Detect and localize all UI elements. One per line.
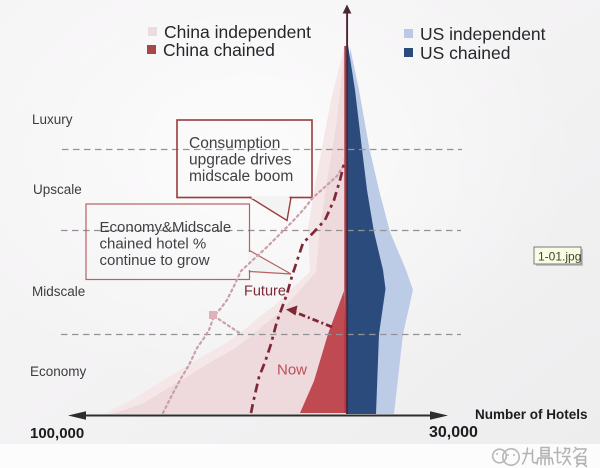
svg-text:30,000: 30,000 (429, 424, 478, 441)
svg-text:100,000: 100,000 (30, 425, 84, 442)
svg-text:Economy: Economy (30, 364, 87, 379)
svg-text:chained hotel %: chained hotel % (100, 236, 207, 253)
svg-text:Luxury: Luxury (32, 112, 73, 127)
svg-text:Midscale: Midscale (32, 284, 85, 299)
svg-text:Economy&Midscale: Economy&Midscale (100, 219, 232, 236)
svg-text:continue to grow: continue to grow (100, 252, 210, 269)
svg-text:China independent: China independent (164, 22, 311, 42)
svg-text:US independent: US independent (420, 24, 546, 44)
svg-text:China chained: China chained (163, 40, 275, 60)
svg-text:upgrade drives: upgrade drives (189, 152, 292, 169)
svg-text:midscale boom: midscale boom (189, 168, 293, 185)
svg-text:Consumption: Consumption (189, 135, 280, 152)
svg-text:Number of Hotels: Number of Hotels (475, 407, 588, 422)
svg-text:Upscale: Upscale (33, 182, 82, 197)
svg-text:Future: Future (244, 284, 286, 300)
svg-text:US chained: US chained (420, 43, 510, 63)
svg-text:Now: Now (277, 362, 307, 379)
svg-text:1-01.jpg: 1-01.jpg (538, 250, 581, 264)
